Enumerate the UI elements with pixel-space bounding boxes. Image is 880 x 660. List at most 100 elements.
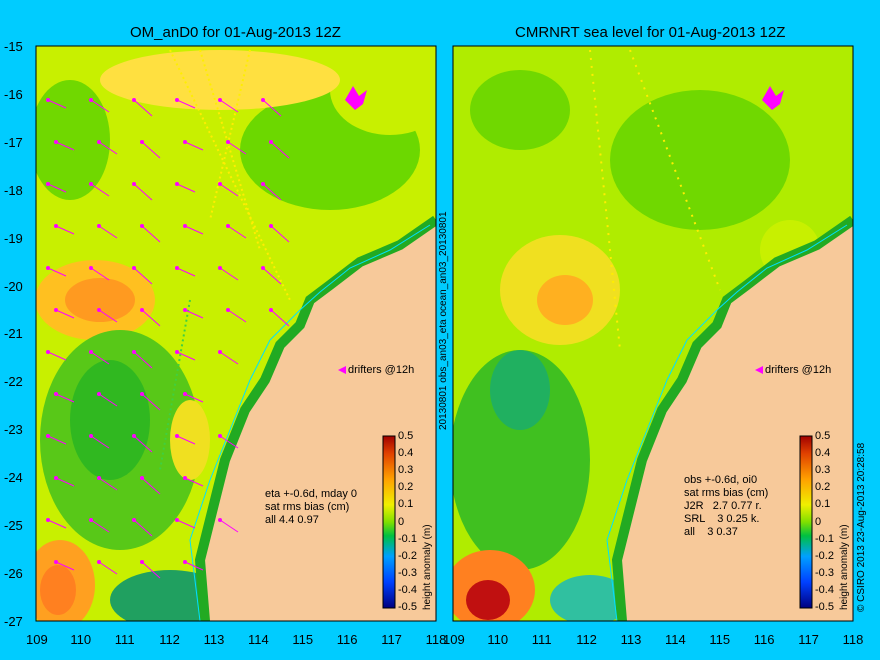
- colorbar-tick-label: -0.5: [398, 601, 417, 613]
- y-tick-label: -15: [4, 39, 23, 54]
- drifter-arrow: [270, 141, 290, 159]
- drifter-point: [54, 140, 58, 144]
- x-tick-label: 117: [381, 632, 402, 647]
- left-stats-line: sat rms bias (cm): [265, 501, 350, 513]
- drifter-arrow: [55, 141, 75, 151]
- drifter-point: [140, 476, 144, 480]
- drifter-arrow: [141, 393, 161, 411]
- drifter-arrow: [90, 267, 110, 281]
- drifter-arrow: [184, 309, 204, 319]
- drifter-arrow: [98, 141, 118, 155]
- drifter-point: [140, 224, 144, 228]
- left-drifter-legend-icon: [338, 366, 346, 374]
- drifter-point: [140, 560, 144, 564]
- colorbar-tick-label: 0.4: [815, 447, 831, 460]
- drifter-arrow: [227, 309, 247, 323]
- left-stats-line: all 4.4 0.97: [265, 514, 319, 526]
- drifter-point: [89, 350, 93, 354]
- right-map: [453, 46, 853, 621]
- x-tick-label: 113: [203, 632, 225, 647]
- drifter-point: [261, 182, 265, 186]
- drifter-point: [89, 182, 93, 186]
- drifter-arrow: [47, 99, 67, 109]
- drifter-point: [218, 98, 222, 102]
- left-drifters-label: drifters @12h: [348, 364, 415, 376]
- drifter-point: [89, 266, 93, 270]
- drifter-arrow: [133, 99, 153, 117]
- x-tick-label: 112: [159, 632, 180, 647]
- drifter-arrow: [55, 477, 75, 487]
- left-colorbar: [382, 435, 396, 609]
- drifter-arrow: [47, 351, 67, 361]
- drifter-arrow: [184, 477, 204, 487]
- drifter-arrow: [184, 141, 204, 151]
- left-panel-title: OM_anD0 for 01-Aug-2013 12Z: [130, 24, 341, 41]
- drifter-point: [89, 518, 93, 522]
- drifter-point: [183, 224, 187, 228]
- drifter-arrow: [219, 183, 239, 197]
- drifter-arrow: [262, 183, 282, 201]
- drifter-point: [54, 224, 58, 228]
- drifter-arrow: [176, 351, 196, 361]
- drifter-arrow: [98, 225, 118, 239]
- drifter-arrow: [90, 435, 110, 449]
- drifter-point: [218, 518, 222, 522]
- x-tick-label: 111: [114, 632, 135, 647]
- drifter-arrow: [176, 267, 196, 277]
- colorbar-tick-label: 0: [815, 515, 822, 528]
- drifter-arrow: [90, 183, 110, 197]
- colorbar-tick-label: 0.5: [815, 430, 831, 442]
- drifter-point: [261, 266, 265, 270]
- drifter-arrow: [141, 477, 161, 495]
- drifter-point: [97, 308, 101, 312]
- drifter-point: [54, 560, 58, 564]
- colorbar-tick-label: 0.4: [398, 447, 414, 460]
- y-tick-label: -19: [4, 230, 23, 246]
- drifter-point: [140, 308, 144, 312]
- left-stats: eta +-0.6d, mday 0 sat rms bias (cm) all…: [265, 488, 357, 527]
- drifter-point: [132, 98, 136, 102]
- drifter-arrow: [176, 99, 196, 109]
- drifter-point: [140, 392, 144, 396]
- x-tick-label: 112: [576, 632, 597, 647]
- drifter-point: [226, 308, 230, 312]
- drifter-point: [183, 560, 187, 564]
- drifter-arrow: [262, 267, 282, 285]
- drifter-point: [132, 182, 136, 186]
- drifter-arrow: [47, 435, 67, 445]
- colorbar-tick-label: -0.4: [815, 583, 834, 596]
- drifter-arrow: [184, 225, 204, 235]
- drifter-arrow: [141, 561, 161, 579]
- drifter-arrow: [219, 435, 239, 449]
- drifter-point: [226, 140, 230, 144]
- drifter-arrow: [176, 183, 196, 193]
- drifter-point: [46, 182, 50, 186]
- drifter-arrow: [55, 561, 75, 571]
- drifter-arrow: [55, 393, 75, 403]
- drifter-arrow: [219, 351, 239, 365]
- colorbar-tick-label: -0.2: [398, 549, 417, 562]
- right-stats-line: sat rms bias (cm): [684, 487, 769, 499]
- drifter-point: [218, 350, 222, 354]
- drifter-point: [140, 140, 144, 144]
- drifter-arrow: [98, 309, 118, 323]
- drifter-point: [183, 140, 187, 144]
- colorbar-tick-label: -0.1: [815, 532, 834, 545]
- left-map-frame: [35, 45, 437, 622]
- drifter-arrow: [184, 393, 204, 403]
- y-tick-label: -16: [4, 86, 23, 102]
- colorbar-tick-label: -0.1: [398, 532, 417, 545]
- x-tick-label: 109: [26, 632, 48, 647]
- right-map-frame: [452, 45, 854, 622]
- right-drifter-cluster-icon: [762, 86, 784, 110]
- x-tick-label: 109: [443, 632, 465, 647]
- colorbar-tick-label: -0.3: [398, 566, 417, 579]
- drifter-point: [175, 182, 179, 186]
- drifter-point: [269, 224, 273, 228]
- drifter-arrow: [47, 519, 67, 529]
- right-stats-line: SRL 3 0.25 k.: [684, 513, 760, 525]
- x-tick-label: 113: [620, 632, 642, 647]
- x-tick-label: 111: [531, 632, 552, 647]
- drifter-arrow: [141, 225, 161, 243]
- drifter-arrow: [98, 477, 118, 491]
